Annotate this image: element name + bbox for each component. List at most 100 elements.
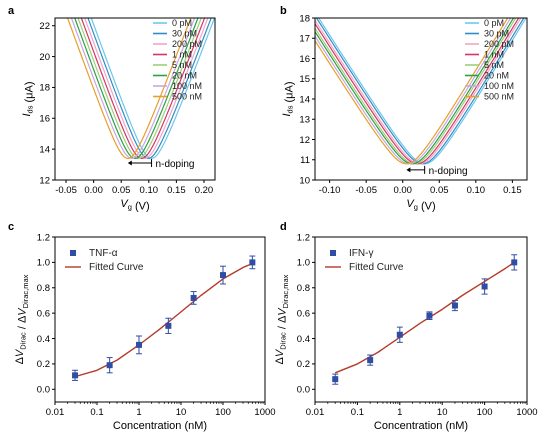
x-tick-label: 1000 — [254, 407, 275, 418]
series-line — [315, 18, 517, 165]
series-line — [315, 18, 520, 165]
y-tick-label: 12 — [39, 175, 50, 186]
x-tick-label: 0.00 — [84, 185, 103, 196]
series-line — [315, 18, 515, 165]
legend-label: 200 pM — [172, 39, 202, 49]
data-point — [451, 302, 458, 309]
y-tick-label: 14 — [39, 144, 50, 155]
plot-frame — [314, 236, 528, 403]
plot-frame — [54, 236, 266, 403]
plot-frame — [314, 17, 528, 181]
y-axis-label: Ids (μA) — [281, 81, 296, 116]
data-point — [190, 294, 197, 301]
y-tick-label: 0.2 — [37, 359, 50, 370]
data-point — [72, 372, 79, 379]
x-axis-label: Concentration (nM) — [113, 420, 207, 432]
panel-letter: c — [8, 221, 14, 233]
data-point — [249, 259, 256, 266]
y-tick-label: 18 — [39, 83, 50, 94]
data-point — [481, 283, 488, 290]
annotation-arrowhead — [127, 160, 132, 166]
annotation-arrowhead — [406, 167, 411, 173]
series-line — [90, 18, 215, 159]
legend-label: 5 nM — [172, 60, 192, 70]
data-point — [332, 376, 339, 383]
data-point — [220, 272, 226, 279]
x-tick-label: 1000 — [516, 407, 537, 418]
x-tick-label: -0.05 — [55, 185, 77, 196]
panel-letter: b — [280, 5, 287, 17]
data-point — [367, 357, 374, 364]
legend-label: TNF-α — [89, 248, 118, 259]
y-tick-label: 13 — [299, 115, 310, 126]
legend-label: 500 nM — [484, 92, 514, 102]
data-point — [136, 341, 142, 348]
legend-label: Fitted Curve — [89, 262, 144, 273]
x-tick-label: -0.10 — [319, 185, 341, 196]
y-tick-label: 17 — [299, 34, 310, 45]
x-tick-label: 0.15 — [503, 185, 522, 196]
legend-marker — [330, 250, 336, 256]
x-tick-label: 100 — [215, 407, 231, 418]
y-tick-label: 0.4 — [37, 334, 50, 345]
y-tick-label: 0.6 — [37, 308, 50, 319]
y-tick-label: 22 — [39, 21, 50, 32]
y-tick-label: 0.6 — [297, 308, 310, 319]
chart-panel-b: b -0.10 -0.05 0.00 0.05 0.10 0.15 10 11 12 13 14 15 1… — [280, 5, 528, 213]
x-tick-label: 1 — [397, 407, 402, 418]
series-line — [74, 18, 199, 160]
x-axis-label: Vg (V) — [406, 198, 435, 213]
x-tick-label: -0.05 — [355, 185, 377, 196]
series-line — [87, 18, 212, 159]
x-tick-label: 0.10 — [467, 185, 486, 196]
y-axis-label: ΔVDirac / ΔVDirac,max — [274, 274, 290, 364]
y-tick-label: 14 — [299, 94, 310, 105]
x-tick-label: 0.15 — [167, 185, 186, 196]
legend-label: 20 nM — [172, 71, 197, 81]
legend-label: 0 pM — [172, 18, 192, 28]
y-tick-label: 1.2 — [37, 232, 50, 243]
annotation-label: n-doping — [156, 159, 195, 170]
legend-label: 500 nM — [172, 92, 202, 102]
series-line — [66, 18, 192, 159]
legend-label: 200 pM — [484, 39, 514, 49]
x-axis-label: Concentration (nM) — [374, 420, 468, 432]
x-tick-label: 10 — [437, 407, 448, 418]
y-tick-label: 15 — [299, 74, 310, 85]
x-axis-label: Vg (V) — [120, 198, 149, 213]
y-tick-label: 0.0 — [297, 385, 310, 396]
y-tick-label: 0.8 — [297, 283, 310, 294]
y-tick-label: 1.0 — [37, 258, 50, 269]
legend-label: 30 pM — [172, 29, 197, 39]
legend-label: 100 nM — [172, 81, 202, 91]
y-tick-label: 16 — [39, 114, 50, 125]
x-tick-label: 0.1 — [351, 407, 364, 418]
legend-label: 0 pM — [484, 18, 504, 28]
y-tick-label: 0.0 — [37, 385, 50, 396]
series-line — [315, 18, 512, 165]
x-tick-label: 0.05 — [112, 185, 131, 196]
legend-label: 1 nM — [172, 50, 192, 60]
data-point — [396, 331, 403, 338]
legend-label: Fitted Curve — [349, 262, 404, 273]
data-point — [426, 312, 433, 319]
y-tick-label: 0.8 — [37, 283, 50, 294]
panel-letter: a — [8, 5, 15, 17]
fitted-curve — [74, 263, 253, 378]
x-tick-label: 0.00 — [393, 185, 412, 196]
legend-label: 100 nM — [484, 81, 514, 91]
legend-label: 5 nM — [484, 60, 504, 70]
y-tick-label: 20 — [39, 52, 50, 63]
y-axis-label: Ids (μA) — [21, 81, 36, 116]
x-tick-label: 0.1 — [90, 407, 103, 418]
x-tick-label: 10 — [176, 407, 187, 418]
x-tick-label: 0.05 — [430, 185, 449, 196]
legend-label: 1 nM — [484, 50, 504, 60]
x-tick-label: 0.01 — [46, 407, 65, 418]
x-tick-label: 1 — [136, 407, 141, 418]
legend-label: IFN-γ — [349, 248, 373, 259]
chart-panel-d: d 0.01 0.1 1 10 100 1000 0.0 0.2 0.4 0.6 0.8 1.0 1.2 C… — [274, 221, 538, 432]
legend-marker — [70, 250, 76, 256]
y-tick-label: 16 — [299, 54, 310, 65]
chart-panel-a: a -0.05 0.00 0.05 0.10 0.15 0.20 12 14 16 18 20 22 Vg… — [8, 5, 216, 213]
